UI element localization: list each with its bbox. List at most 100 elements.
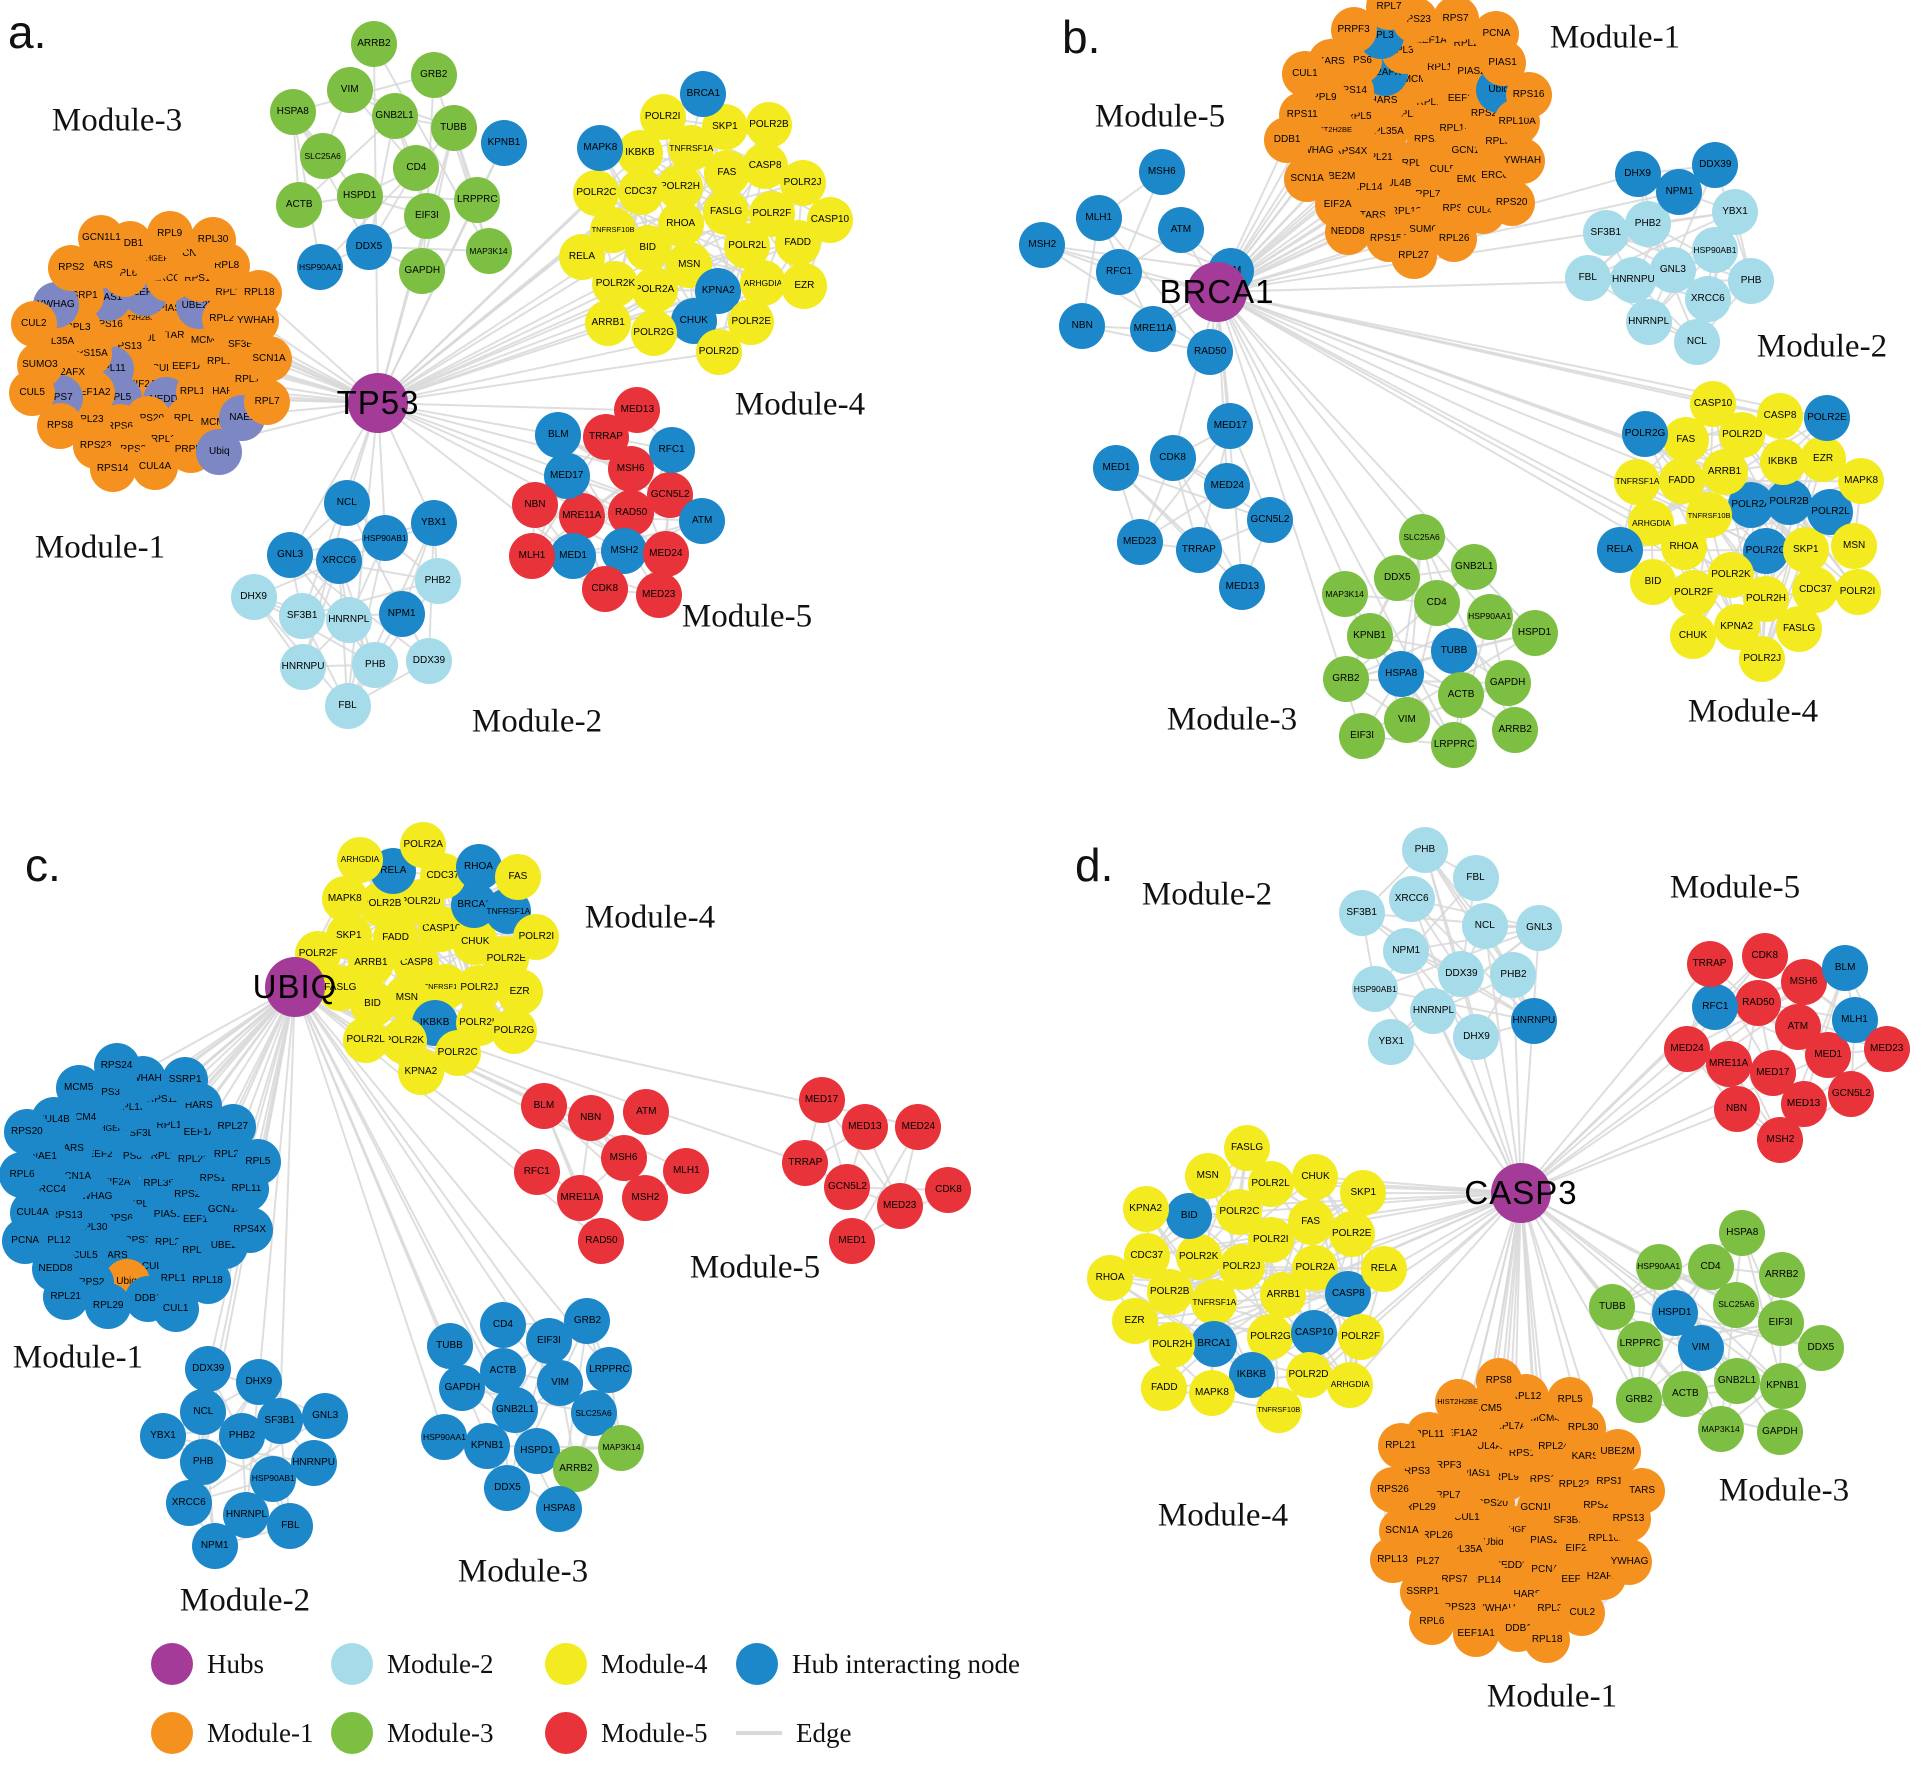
network-node[interactable]: MSN: [1184, 1153, 1231, 1200]
network-node[interactable]: TUBB: [1589, 1283, 1636, 1330]
network-node[interactable]: XRCC6: [1684, 276, 1731, 323]
network-node[interactable]: POLR2E: [1803, 395, 1850, 442]
network-node[interactable]: PHB: [180, 1439, 227, 1486]
network-node[interactable]: HSP90AA1: [1466, 593, 1513, 640]
network-node[interactable]: CDC37: [1123, 1233, 1170, 1280]
network-node[interactable]: NBN: [567, 1094, 614, 1141]
network-node[interactable]: MSH2: [622, 1175, 669, 1222]
network-node[interactable]: FADD: [1141, 1364, 1188, 1411]
network-node[interactable]: CUL5: [9, 370, 56, 417]
network-node[interactable]: MED23: [876, 1182, 923, 1229]
network-node[interactable]: POLR2J: [779, 160, 826, 207]
network-node[interactable]: RPL7: [244, 379, 291, 426]
network-node[interactable]: RPS20: [1488, 179, 1535, 226]
network-node[interactable]: ACTB: [1662, 1370, 1709, 1417]
network-node[interactable]: EZR: [1111, 1298, 1158, 1345]
network-node[interactable]: POLR2G: [1622, 411, 1669, 458]
network-node[interactable]: POLR2C: [434, 1030, 481, 1077]
network-node[interactable]: MLH1: [663, 1147, 710, 1194]
network-node[interactable]: ARRB1: [585, 300, 632, 347]
network-node[interactable]: GCN5L2: [824, 1164, 871, 1211]
network-node[interactable]: HSP90AB1: [250, 1455, 297, 1502]
network-node[interactable]: MED1: [1093, 444, 1140, 491]
network-node[interactable]: BLM: [1822, 945, 1869, 992]
network-node[interactable]: MED23: [635, 571, 682, 618]
network-node[interactable]: MSH2: [1757, 1117, 1804, 1164]
network-node[interactable]: EIF3I: [1757, 1300, 1804, 1347]
network-node[interactable]: POLR2D: [1285, 1351, 1332, 1398]
network-node[interactable]: CUL1: [152, 1285, 199, 1332]
network-node[interactable]: BID: [1629, 559, 1676, 606]
network-node[interactable]: PCNA: [1473, 10, 1520, 57]
network-node[interactable]: EIF3I: [403, 193, 450, 240]
network-node[interactable]: DDB1: [1264, 117, 1311, 164]
network-node[interactable]: POLR2G: [490, 1008, 537, 1055]
network-node[interactable]: HSP90AA1: [297, 243, 344, 290]
network-node[interactable]: GRB2: [410, 51, 457, 98]
network-node[interactable]: PCNA: [2, 1217, 49, 1264]
network-node[interactable]: CD4: [479, 1302, 526, 1349]
network-node[interactable]: MSH2: [1019, 222, 1066, 269]
network-node[interactable]: ACTB: [276, 182, 323, 229]
network-node[interactable]: CDK8: [1149, 435, 1196, 482]
network-node[interactable]: HSP90AB1: [362, 515, 409, 562]
network-node[interactable]: MSH2: [601, 527, 648, 574]
network-node[interactable]: RFC1: [648, 427, 695, 474]
network-node[interactable]: POLR2I: [639, 94, 686, 141]
network-node[interactable]: HSPD1: [1651, 1289, 1698, 1336]
network-node[interactable]: MAP3K14: [598, 1424, 645, 1471]
network-node[interactable]: HSPA8: [1378, 650, 1425, 697]
network-node[interactable]: ACTB: [480, 1347, 527, 1394]
network-node[interactable]: DDX5: [1797, 1325, 1844, 1372]
network-node[interactable]: RPS8: [1475, 1357, 1522, 1404]
network-node[interactable]: FAS: [1287, 1198, 1334, 1245]
network-node[interactable]: RPL18: [236, 269, 283, 316]
network-node[interactable]: GRB2: [564, 1298, 611, 1345]
network-node[interactable]: MED24: [1664, 1025, 1711, 1072]
network-node[interactable]: MRE11A: [1705, 1041, 1752, 1088]
network-node[interactable]: DDX5: [484, 1465, 531, 1512]
network-node[interactable]: EIF3I: [1339, 713, 1386, 760]
network-node[interactable]: DDX39: [1438, 950, 1485, 997]
network-node[interactable]: HNRNPU: [1510, 998, 1557, 1045]
network-node[interactable]: ARRB2: [552, 1446, 599, 1493]
network-node[interactable]: RHOA: [1087, 1254, 1134, 1301]
network-node[interactable]: YBX1: [140, 1413, 187, 1460]
network-node[interactable]: LRPPRC: [1616, 1320, 1663, 1367]
network-node[interactable]: KPNB1: [464, 1422, 511, 1469]
network-node[interactable]: PHB: [352, 641, 399, 688]
network-node[interactable]: FASLG: [1776, 606, 1823, 653]
network-node[interactable]: SLC25A6: [1713, 1281, 1760, 1328]
network-node[interactable]: MLH1: [509, 532, 556, 579]
network-node[interactable]: YBX1: [1368, 1019, 1415, 1066]
network-node[interactable]: POLR2A: [400, 822, 447, 869]
network-node[interactable]: FBL: [324, 683, 371, 730]
network-node[interactable]: KPNB1: [1346, 612, 1393, 659]
network-node[interactable]: YWHAH: [1499, 138, 1546, 185]
network-node[interactable]: CDK8: [925, 1167, 972, 1214]
network-node[interactable]: CD4: [1413, 580, 1460, 627]
network-node[interactable]: MED1: [1805, 1031, 1852, 1078]
network-node[interactable]: MED24: [642, 531, 689, 578]
network-node[interactable]: TARS: [1619, 1467, 1666, 1514]
network-node[interactable]: GCN1L1: [78, 215, 125, 262]
network-node[interactable]: RPS26: [1369, 1467, 1416, 1514]
network-node[interactable]: PHB2: [1490, 952, 1537, 999]
network-node[interactable]: GRB2: [1322, 656, 1369, 703]
network-node[interactable]: POLR2B: [1766, 479, 1813, 526]
network-node[interactable]: MED13: [1219, 563, 1266, 610]
network-node[interactable]: YBX1: [1711, 188, 1758, 235]
network-node[interactable]: CASP10: [806, 196, 853, 243]
hub-node[interactable]: [1491, 1163, 1551, 1223]
network-node[interactable]: ATM: [623, 1089, 670, 1136]
network-node[interactable]: CASP10: [1690, 380, 1737, 427]
network-node[interactable]: DHX9: [1453, 1014, 1500, 1061]
network-node[interactable]: POLR2A: [631, 266, 678, 313]
network-node[interactable]: YWHAG: [1606, 1539, 1653, 1585]
network-node[interactable]: MAP3K14: [1697, 1406, 1744, 1453]
network-node[interactable]: RPS4X: [226, 1207, 273, 1254]
network-node[interactable]: PHB: [1728, 257, 1775, 304]
network-node[interactable]: SLC25A6: [299, 133, 346, 180]
network-node[interactable]: ARRB1: [1260, 1272, 1307, 1319]
network-node[interactable]: LRPPRC: [1431, 721, 1478, 768]
